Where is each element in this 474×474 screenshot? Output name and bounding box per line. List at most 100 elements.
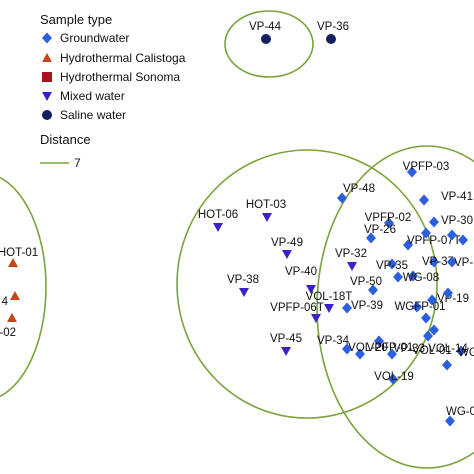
point-30 xyxy=(423,330,433,342)
point-label-32: WG xyxy=(458,347,474,359)
point-10 xyxy=(347,262,357,271)
point-label-36: VOL-19 xyxy=(374,371,414,383)
legend-distance-value: 7 xyxy=(74,156,81,170)
point-8 xyxy=(311,314,321,323)
cluster-circle-3 xyxy=(176,149,438,419)
point-9 xyxy=(324,304,334,313)
point-label-11: HOT-01 xyxy=(0,247,38,259)
legend-marker-sonoma xyxy=(42,72,52,82)
point-label-6: VP-40 xyxy=(285,266,317,278)
legend-marker-groundwater xyxy=(42,32,52,44)
point-1 xyxy=(326,34,336,44)
point-36 xyxy=(388,373,398,385)
point-label-13: -02 xyxy=(0,327,16,339)
point-13 xyxy=(7,313,17,322)
point-label-10: VP-32 xyxy=(335,248,367,260)
point-29 xyxy=(374,335,384,347)
point-16 xyxy=(419,194,429,206)
point-label-31: VP-34 xyxy=(317,335,350,347)
point-label-14: VP-48 xyxy=(343,183,375,195)
point-41 xyxy=(393,271,403,283)
point-label-16: VP-41 xyxy=(441,191,473,203)
point-42 xyxy=(429,324,439,336)
point-label-19: VP-26 xyxy=(364,224,396,236)
point-14 xyxy=(337,192,347,204)
legend-label-sonoma: Hydrothermal Sonoma xyxy=(60,70,180,84)
point-2 xyxy=(213,223,223,232)
point-17 xyxy=(384,217,394,229)
legend-marker-mixed xyxy=(42,92,52,101)
point-38 xyxy=(421,227,431,239)
point-4 xyxy=(282,250,292,259)
point-43 xyxy=(421,312,431,324)
point-label-5: VP-38 xyxy=(227,274,259,286)
point-5 xyxy=(239,288,249,297)
cluster-circle-1 xyxy=(224,10,314,78)
point-39 xyxy=(447,229,457,241)
point-26 xyxy=(342,302,352,314)
point-7 xyxy=(281,347,291,356)
point-label-15: VPFP-03 xyxy=(403,161,450,173)
legend-title: Sample type xyxy=(40,12,112,27)
point-37 xyxy=(445,415,455,427)
cluster-circle-4 xyxy=(316,145,474,469)
point-34 xyxy=(387,348,397,360)
point-label-25: WG-08 xyxy=(403,272,439,284)
point-label-37: WG-0 xyxy=(446,406,474,418)
cluster-circle-2 xyxy=(0,176,47,398)
point-6 xyxy=(306,285,316,294)
point-23 xyxy=(447,256,457,268)
legend-label-saline: Saline water xyxy=(60,108,126,122)
point-label-8: VPFP-06T xyxy=(270,302,324,314)
point-label-33: VOL-20 xyxy=(348,342,388,354)
point-32 xyxy=(456,345,466,357)
point-19 xyxy=(366,232,376,244)
point-label-35: VOL-14 xyxy=(428,343,468,355)
point-label-9: VOL-18T xyxy=(306,291,353,303)
point-25 xyxy=(408,270,418,282)
point-label-30: VOL-01 xyxy=(412,345,452,357)
legend-label-calistoga: Hydrothermal Calistoga xyxy=(60,51,186,65)
point-20 xyxy=(403,239,413,251)
point-label-4: VP-49 xyxy=(271,237,303,249)
point-27 xyxy=(412,301,422,313)
point-label-3: HOT-03 xyxy=(246,199,286,211)
point-label-21: VP-35 xyxy=(376,260,408,272)
point-label-28: VP-19 xyxy=(437,293,469,305)
point-label-24: VP-50 xyxy=(350,276,382,288)
point-label-34: VP-33 xyxy=(393,343,425,355)
legend-distance-title: Distance xyxy=(40,132,91,147)
point-label-0: VP-44 xyxy=(249,21,282,33)
point-15 xyxy=(407,166,417,178)
legend-label-mixed: Mixed water xyxy=(60,89,125,103)
point-label-29: VPFP-01 xyxy=(367,342,414,354)
point-11 xyxy=(8,258,18,267)
point-label-26: VP-39 xyxy=(351,300,383,312)
point-28 xyxy=(427,294,437,306)
point-label-18: VP-30 xyxy=(441,215,473,227)
point-21 xyxy=(387,258,397,270)
point-35 xyxy=(442,359,452,371)
legend-label-groundwater: Groundwater xyxy=(60,31,129,45)
point-label-23: VP-1 xyxy=(454,257,474,269)
legend-marker-saline xyxy=(42,110,52,120)
point-label-7: VP-45 xyxy=(270,333,302,345)
point-label-22: VP-37 xyxy=(422,256,454,268)
point-44 xyxy=(443,287,453,299)
point-3 xyxy=(262,213,272,222)
point-40 xyxy=(458,234,468,246)
point-12 xyxy=(10,291,20,300)
point-label-12: 4 xyxy=(2,296,9,308)
legend-marker-calistoga xyxy=(42,53,52,62)
point-18 xyxy=(429,216,439,228)
point-label-1: VP-36 xyxy=(317,21,349,33)
point-24 xyxy=(368,284,378,296)
point-label-17: VPFP-02 xyxy=(365,212,412,224)
point-0 xyxy=(261,34,271,44)
point-31 xyxy=(342,343,352,355)
point-label-20: VPFP-07T xyxy=(407,235,461,247)
point-33 xyxy=(355,348,365,360)
point-label-2: HOT-06 xyxy=(198,209,238,221)
point-22 xyxy=(429,256,439,268)
